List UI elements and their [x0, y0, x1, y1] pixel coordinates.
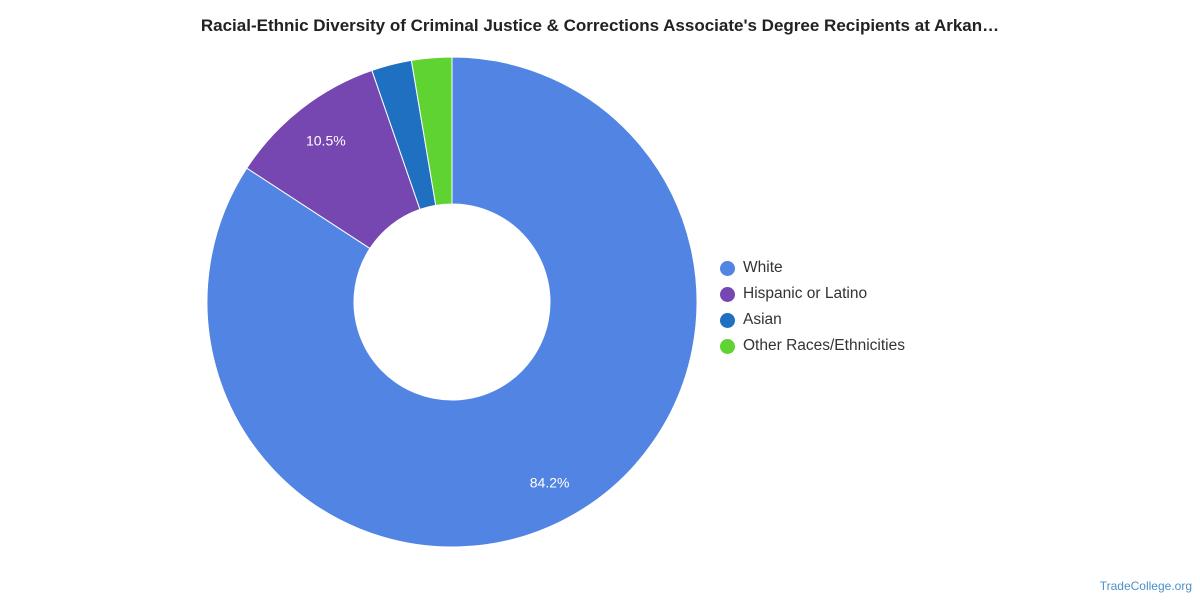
data-label-white: 84.2%	[530, 474, 570, 490]
slice-other-races-ethnicities[interactable]	[410, 56, 453, 206]
legend-label-asian: Asian	[743, 311, 782, 328]
legend-item-hispanic-or-latino[interactable]: Hispanic or Latino	[720, 281, 905, 307]
legend-item-asian[interactable]: Asian	[720, 307, 905, 333]
legend-swatch-other-races-ethnicities	[720, 338, 735, 354]
data-label-hispanic-or-latino: 10.5%	[306, 132, 346, 148]
legend-item-other-races-ethnicities[interactable]: Other Races/Ethnicities	[720, 333, 905, 359]
legend-swatch-white	[720, 260, 735, 276]
slice-hispanic-or-latino[interactable]	[246, 69, 421, 250]
legend-swatch-hispanic-or-latino	[720, 286, 735, 302]
legend-label-white: White	[743, 259, 783, 276]
chart-legend: White Hispanic or Latino Asian Other Rac…	[720, 255, 905, 359]
legend-label-hispanic-or-latino: Hispanic or Latino	[743, 285, 868, 302]
chart-title: Racial-Ethnic Diversity of Criminal Just…	[200, 16, 1000, 35]
source-link[interactable]: TradeCollege.org	[1099, 579, 1192, 593]
slice-white[interactable]	[206, 56, 698, 548]
legend-swatch-asian	[720, 312, 735, 328]
legend-label-other-races-ethnicities: Other Races/Ethnicities	[743, 337, 905, 354]
legend-item-white[interactable]: White	[720, 255, 905, 281]
